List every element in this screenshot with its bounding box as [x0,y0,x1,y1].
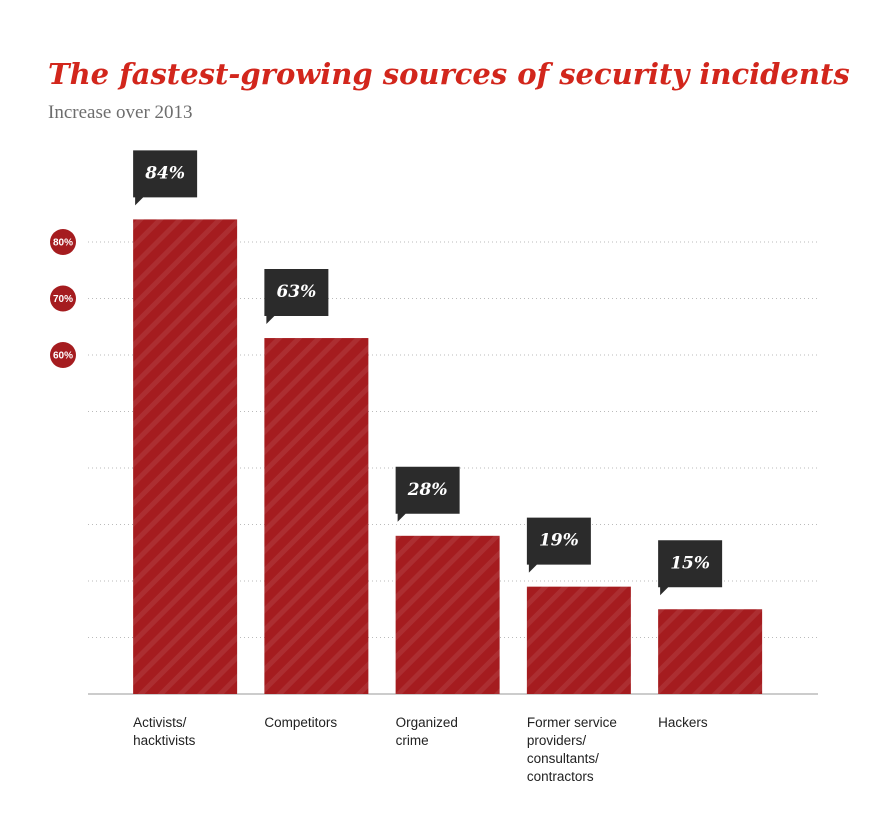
value-callout [658,540,723,596]
y-tick-label: 70% [53,294,73,305]
bar [658,609,763,694]
value-callout [133,150,198,206]
x-tick-label: Activists/ hacktivists [133,715,196,748]
value-label: 19% [539,531,579,551]
y-tick-label: 80% [53,238,73,249]
x-tick-label: Competitors [264,715,338,730]
value-label: 84% [144,163,185,183]
y-tick-marker [50,342,76,368]
chart-subtitle: Increase over 2013 [48,102,193,123]
value-label: 28% [407,480,448,500]
value-callout [395,466,460,522]
y-tick-label: 60% [53,351,73,362]
x-tick-label: Former service providers/ consultants/ c… [526,715,617,784]
bar [264,338,369,694]
value-label: 63% [276,282,316,302]
value-callout [264,269,329,325]
value-callout [526,517,591,573]
y-tick-marker [50,285,76,312]
bar [395,535,500,694]
chart-title: The fastest-growing sources of security … [48,57,850,91]
x-tick-label: Organized crime [395,715,458,748]
value-label: 15% [670,553,710,573]
y-tick-marker [50,229,76,255]
bar [526,586,631,694]
x-tick-label: Hackers [658,715,708,730]
bar [133,219,238,694]
